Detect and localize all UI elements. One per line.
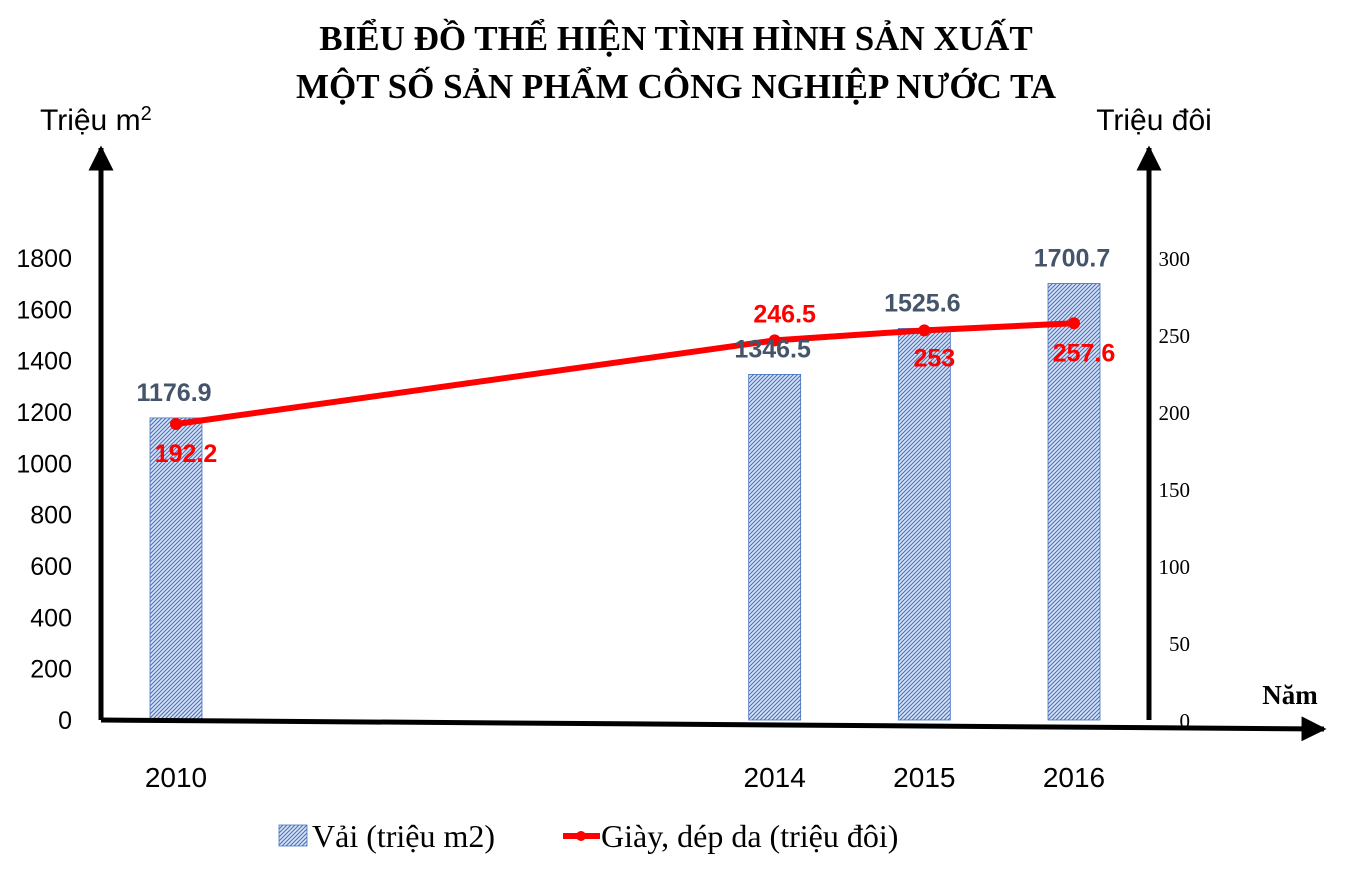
x-axis-name: Năm	[1262, 680, 1318, 710]
line-path	[175, 320, 1075, 427]
data-labels: 1176.9 1346.5 1525.6 1700.7 192.2 246.5 253 257…	[136, 244, 1115, 468]
category-label: 2010	[145, 762, 207, 793]
left-tick-label: 1800	[16, 245, 72, 273]
chart-title-line-1: BIỂU ĐỒ THỂ HIỆN TÌNH HÌNH SẢN XUẤT	[319, 17, 1032, 58]
legend-bar-label: Vải (triệu m2)	[312, 818, 495, 854]
bar-data-label: 1176.9	[136, 379, 211, 407]
legend: Vải (triệu m2) Giày, dép da (triệu đôi)	[278, 818, 898, 854]
line-point-2015	[918, 324, 931, 337]
category-label: 2014	[744, 762, 806, 793]
right-tick-label: 100	[1159, 555, 1191, 579]
right-axis-unit: Triệu đôi	[1096, 104, 1212, 137]
bar-2014	[748, 373, 802, 721]
line-series	[170, 317, 1080, 431]
bar-series	[149, 283, 1101, 721]
legend-bar-swatch	[278, 824, 308, 847]
right-tick-label: 150	[1159, 478, 1191, 502]
left-tick-labels: 0 200 400 600 800 1000 1200 1400 1600 1800	[16, 245, 72, 735]
x-axis	[100, 716, 1327, 742]
right-tick-label: 50	[1169, 632, 1190, 656]
line-data-label: 257.6	[1053, 339, 1116, 367]
legend-line-label: Giày, dép da (triệu đôi)	[601, 818, 898, 854]
left-tick-label: 1000	[16, 450, 72, 478]
left-tick-label: 200	[30, 656, 72, 684]
category-label: 2015	[893, 762, 955, 793]
right-tick-label: 0	[1180, 709, 1191, 733]
right-tick-label: 300	[1159, 247, 1191, 271]
left-axis-unit: Triệu m2	[40, 103, 152, 137]
category-labels: 2010 2014 2015 2016	[145, 762, 1105, 793]
bar-2015	[897, 328, 951, 721]
category-label: 2016	[1043, 762, 1105, 793]
right-tick-label: 250	[1159, 324, 1191, 348]
bar-data-label: 1700.7	[1034, 244, 1110, 272]
line-data-label: 253	[913, 344, 955, 372]
left-tick-label: 1600	[16, 296, 72, 324]
line-point-2014	[768, 334, 781, 347]
legend-line-marker	[576, 831, 586, 841]
bar-2010	[149, 417, 203, 721]
bar-data-label: 1346.5	[734, 335, 811, 363]
bar-2016	[1047, 283, 1101, 721]
right-tick-label: 200	[1159, 401, 1191, 425]
line-data-label: 246.5	[753, 300, 816, 328]
line-point-2010	[170, 418, 182, 431]
right-tick-labels: 0 50 100 150 200 250 300	[1159, 247, 1191, 733]
line-point-2016	[1068, 317, 1080, 330]
chart-title-line-2: MỘT SỐ SẢN PHẨM CÔNG NGHIỆP NƯỚC TA	[296, 65, 1057, 106]
left-tick-label: 400	[30, 604, 72, 632]
line-data-label: 192.2	[155, 440, 218, 468]
left-tick-label: 1400	[16, 348, 72, 376]
left-tick-label: 0	[58, 707, 72, 735]
left-tick-label: 1200	[16, 399, 72, 427]
left-tick-label: 800	[30, 502, 72, 530]
left-tick-label: 600	[30, 553, 72, 581]
bar-data-label: 1525.6	[884, 289, 960, 317]
